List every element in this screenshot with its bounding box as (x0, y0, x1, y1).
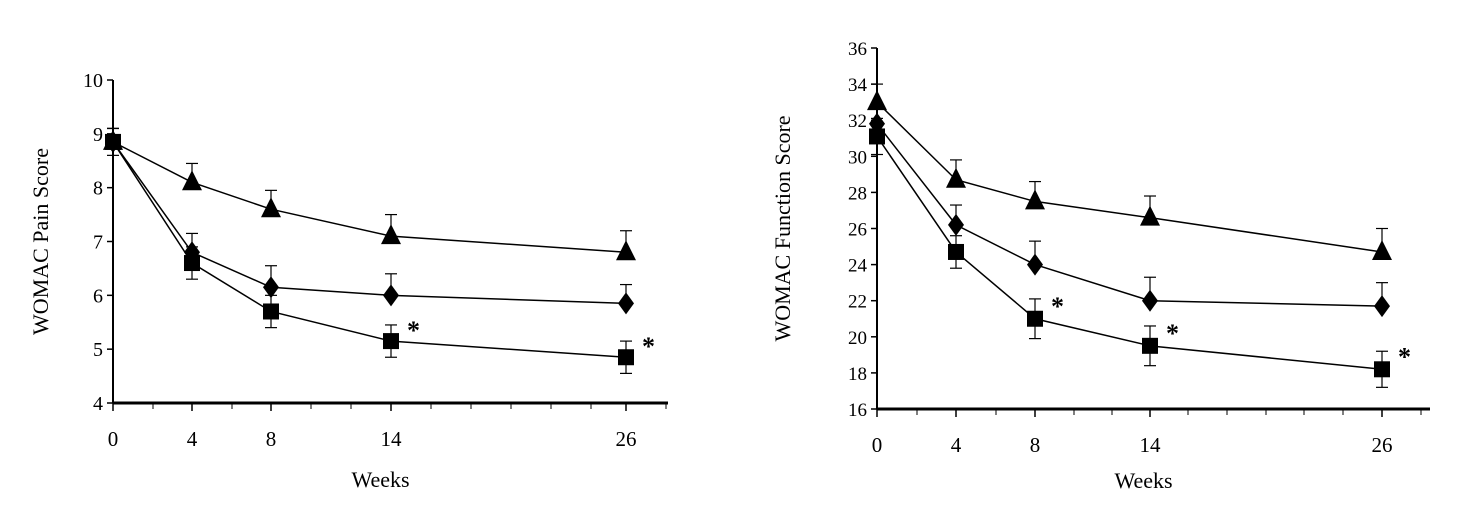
series-triangle (867, 83, 1392, 260)
data-point-square (1374, 361, 1390, 378)
y-tick-label: 16 (848, 400, 867, 421)
data-point-triangle (616, 240, 636, 261)
data-point-diamond (383, 284, 399, 307)
y-tick-label: 24 (848, 256, 868, 277)
significance-asterisk: * (1166, 319, 1179, 348)
x-tick-label: 14 (381, 427, 403, 451)
data-point-square (105, 133, 121, 150)
y-tick-label: 10 (83, 70, 103, 92)
data-point-diamond (948, 213, 964, 236)
y-tick-label: 34 (848, 75, 868, 96)
series-line (112, 141, 627, 254)
data-point-triangle (1140, 205, 1160, 226)
data-point-diamond (1142, 289, 1158, 312)
significance-asterisk: * (1051, 292, 1064, 321)
data-point-diamond (1027, 253, 1043, 276)
y-tick-label: 30 (848, 147, 867, 168)
data-point-square (869, 128, 885, 145)
y-tick-label: 22 (848, 292, 867, 313)
x-tick-label: 0 (872, 433, 883, 457)
data-point-square (263, 303, 279, 320)
series-triangle (103, 127, 636, 261)
y-tick-label: 32 (848, 111, 867, 132)
x-tick-label: 8 (1030, 433, 1041, 457)
significance-asterisk: * (1398, 342, 1411, 371)
x-tick-label: 4 (187, 427, 198, 451)
x-tick-label: 26 (1372, 433, 1393, 457)
y-tick-label: 6 (93, 285, 103, 307)
y-tick-label: 7 (93, 232, 103, 254)
function-score-chart: 16 18 20 22 24 26 28 30 32 34 36 0 4 8 14 26 Weeks WOMAC … (770, 39, 1430, 493)
data-point-triangle (1372, 239, 1392, 260)
x-tick-label: 8 (266, 427, 277, 451)
y-tick-label: 36 (848, 39, 867, 60)
y-tick-label: 8 (93, 178, 103, 200)
x-axis-label: Weeks (351, 467, 409, 492)
series-square: * * * (869, 117, 1411, 388)
data-point-triangle (867, 90, 887, 111)
data-point-square (184, 255, 200, 272)
y-tick-label: 4 (93, 393, 103, 415)
data-point-diamond (1374, 295, 1390, 318)
x-axis-label: Weeks (1114, 468, 1172, 493)
x-tick-label: 14 (1140, 433, 1162, 457)
data-point-triangle (261, 197, 281, 218)
x-tick-label: 0 (108, 427, 119, 451)
significance-asterisk: * (642, 332, 655, 361)
y-tick-label: 28 (848, 183, 867, 204)
data-point-square (1027, 310, 1043, 327)
y-tick-label: 5 (93, 339, 103, 361)
data-point-diamond (618, 292, 634, 315)
x-tick-label: 4 (951, 433, 962, 457)
data-point-square (1142, 337, 1158, 354)
data-point-square (948, 243, 964, 260)
data-point-square (383, 333, 399, 350)
series-diamond (105, 127, 634, 315)
data-point-triangle (1025, 189, 1045, 210)
series-square: ** (105, 127, 655, 374)
data-point-triangle (381, 224, 401, 245)
y-tick-label: 18 (848, 364, 867, 385)
series-diamond (869, 105, 1390, 318)
y-tick-label: 20 (848, 328, 867, 349)
y-axis-label: WOMAC Function Score (770, 115, 795, 341)
significance-asterisk: * (407, 316, 420, 345)
x-tick-label: 26 (616, 427, 637, 451)
y-tick-label: 9 (93, 124, 103, 146)
y-tick-label: 26 (848, 220, 867, 241)
data-point-square (618, 349, 634, 366)
data-point-diamond (263, 276, 279, 299)
data-point-triangle (182, 170, 202, 191)
y-axis-label: WOMAC Pain Score (28, 148, 53, 335)
data-point-triangle (946, 167, 966, 188)
